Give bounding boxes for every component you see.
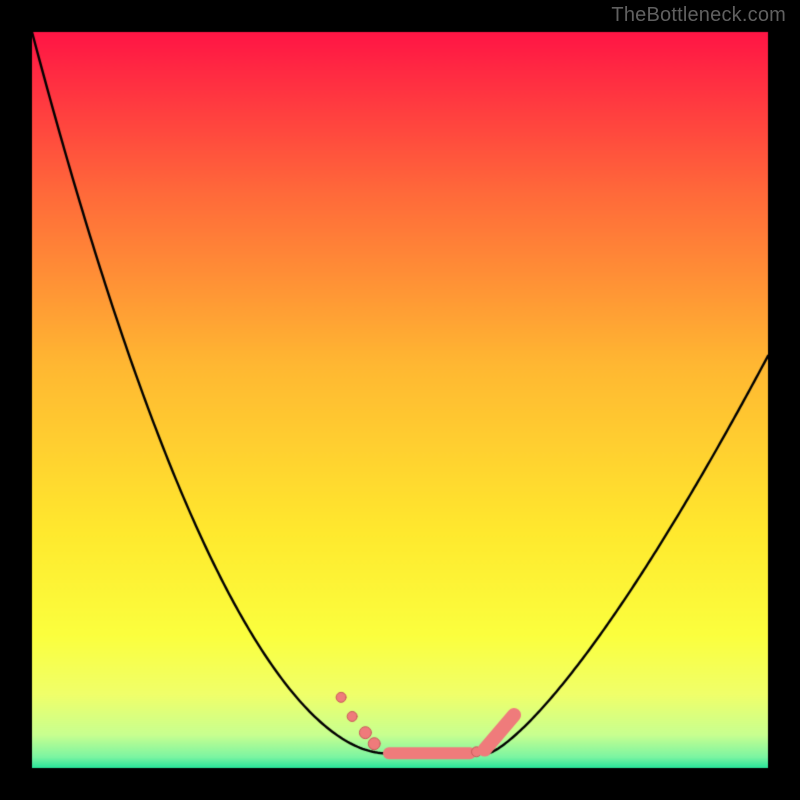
bottleneck-curve-chart bbox=[0, 0, 800, 800]
watermark-text: TheBottleneck.com bbox=[611, 4, 786, 27]
chart-stage: TheBottleneck.com bbox=[0, 0, 800, 800]
